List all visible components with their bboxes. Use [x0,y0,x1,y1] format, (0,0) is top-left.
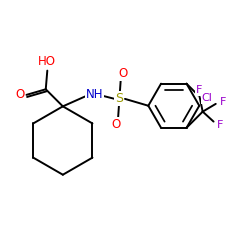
Text: O: O [15,88,24,101]
Text: F: F [196,85,202,95]
Text: HO: HO [38,56,56,68]
Text: NH: NH [86,88,103,101]
Text: Cl: Cl [202,93,212,103]
Text: O: O [112,118,121,131]
Text: S: S [116,92,124,106]
Text: F: F [217,120,224,130]
Text: F: F [220,97,226,107]
Text: O: O [118,67,127,80]
